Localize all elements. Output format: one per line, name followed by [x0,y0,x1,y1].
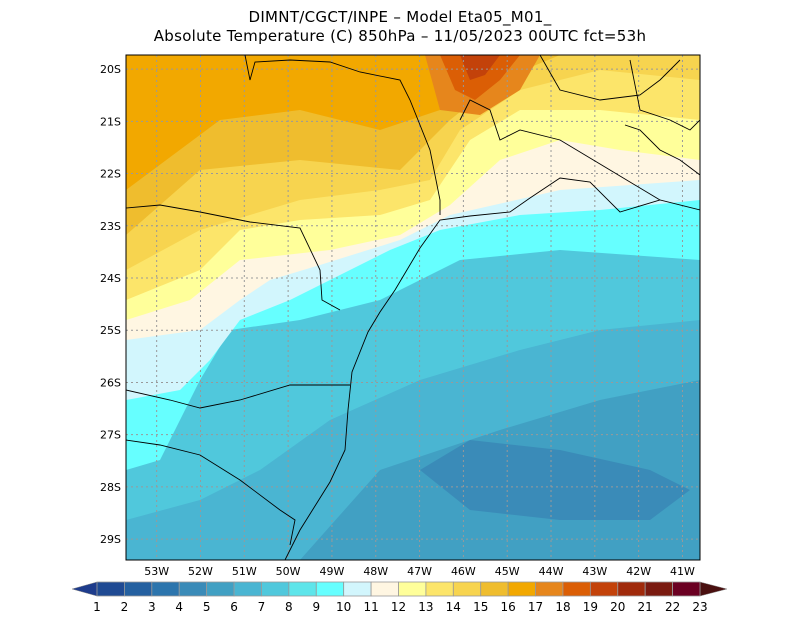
colorbar-label: 20 [610,600,625,614]
lon-tick-label: 49W [320,565,345,578]
lat-tick-label: 24S [100,272,121,285]
colorbar-swatch [370,581,399,597]
colorbar-label: 4 [175,600,183,614]
colorbar-swatch [206,581,235,597]
state-border [126,384,350,409]
colorbar-swatch [452,581,482,597]
colorbar: 1 2 3 4 5 6 7 8 9 10 11 12 13 14 15 16 17 18 19 20 21 22 23 [71,581,728,614]
colorbar-label: 6 [230,600,238,614]
colorbar-swatch [151,581,180,597]
lon-tick-label: 44W [539,565,564,578]
colorbar-swatch [480,581,509,597]
coastline-north [624,124,700,176]
plot-frame [125,54,701,561]
lon-tick-label: 46W [451,565,476,578]
grid-lines [126,55,700,560]
lat-tick-label: 29S [100,533,121,546]
lon-tick-label: 43W [582,565,607,578]
temperature-field [126,55,700,560]
colorbar-swatch [124,581,153,597]
colorbar-arrow-low [71,581,98,597]
colorbar-swatch [589,581,619,597]
temp-band [420,440,690,520]
colorbar-label: 1 [93,600,101,614]
colorbar-swatch [343,581,372,597]
lon-tick-label: 51W [232,565,257,578]
colorbar-label: 21 [638,600,653,614]
colorbar-label: 19 [583,600,598,614]
colorbar-swatch [288,581,317,597]
colorbar-swatch [261,581,290,597]
lon-tick-label: 41W [670,565,695,578]
lon-tick-label: 47W [407,565,432,578]
lon-tick-label: 45W [495,565,520,578]
colorbar-label: 7 [258,600,266,614]
temp-band [440,55,520,100]
colorbar-swatch [425,581,454,597]
state-border [126,204,341,311]
lat-tick-label: 26S [100,376,121,389]
colorbar-label: 3 [148,600,156,614]
coastline [126,55,700,560]
colorbar-swatch [398,581,427,597]
colorbar-label: 12 [391,600,406,614]
lon-tick-label: 48W [363,565,388,578]
lat-tick-label: 23S [100,220,121,233]
lon-tick-label: 53W [144,565,169,578]
colorbar-label: 9 [312,600,320,614]
colorbar-swatch [617,581,646,597]
temp-band [126,55,700,190]
colorbar-swatch [178,581,208,597]
chart-title-line1: DIMNT/CGCT/INPE – Model Eta05_M01_ [248,8,552,26]
colorbar-label: 17 [528,600,543,614]
state-border [459,99,661,201]
colorbar-swatch [315,581,345,597]
lat-tick-label: 27S [100,429,121,442]
colorbar-label: 8 [285,600,293,614]
colorbar-label: 22 [665,600,680,614]
colorbar-swatch [233,581,262,597]
state-border [244,55,441,215]
colorbar-label: 10 [336,600,351,614]
colorbar-swatch [535,581,564,597]
colorbar-label: 5 [203,600,211,614]
chart-title-line2: Absolute Temperature (C) 850hPa – 11/05/… [153,27,647,45]
lat-tick-label: 20S [100,63,121,76]
colorbar-swatch [507,581,536,597]
colorbar-label: 2 [121,600,129,614]
state-border [629,59,700,131]
lat-tick-label: 25S [100,324,121,337]
colorbar-label: 16 [500,600,515,614]
colorbar-swatch [644,581,673,597]
lon-tick-label: 42W [626,565,651,578]
colorbar-label: 15 [473,600,488,614]
temp-band [460,55,500,80]
lat-tick-label: 28S [100,481,121,494]
lon-tick-label: 50W [276,565,301,578]
colorbar-arrow-high [699,581,728,597]
lon-tick-label: 52W [188,565,213,578]
lat-tick-label: 21S [100,115,121,128]
colorbar-label: 18 [555,600,570,614]
colorbar-swatch [96,581,125,597]
state-border [126,439,296,546]
colorbar-swatch [672,581,701,597]
colorbar-label: 13 [418,600,433,614]
coastline [284,177,700,560]
colorbar-label: 11 [363,600,378,614]
colorbar-label: 23 [692,600,707,614]
colorbar-swatch [562,581,591,597]
lat-tick-label: 22S [100,168,121,181]
colorbar-label: 14 [446,600,461,614]
state-border [539,55,681,101]
